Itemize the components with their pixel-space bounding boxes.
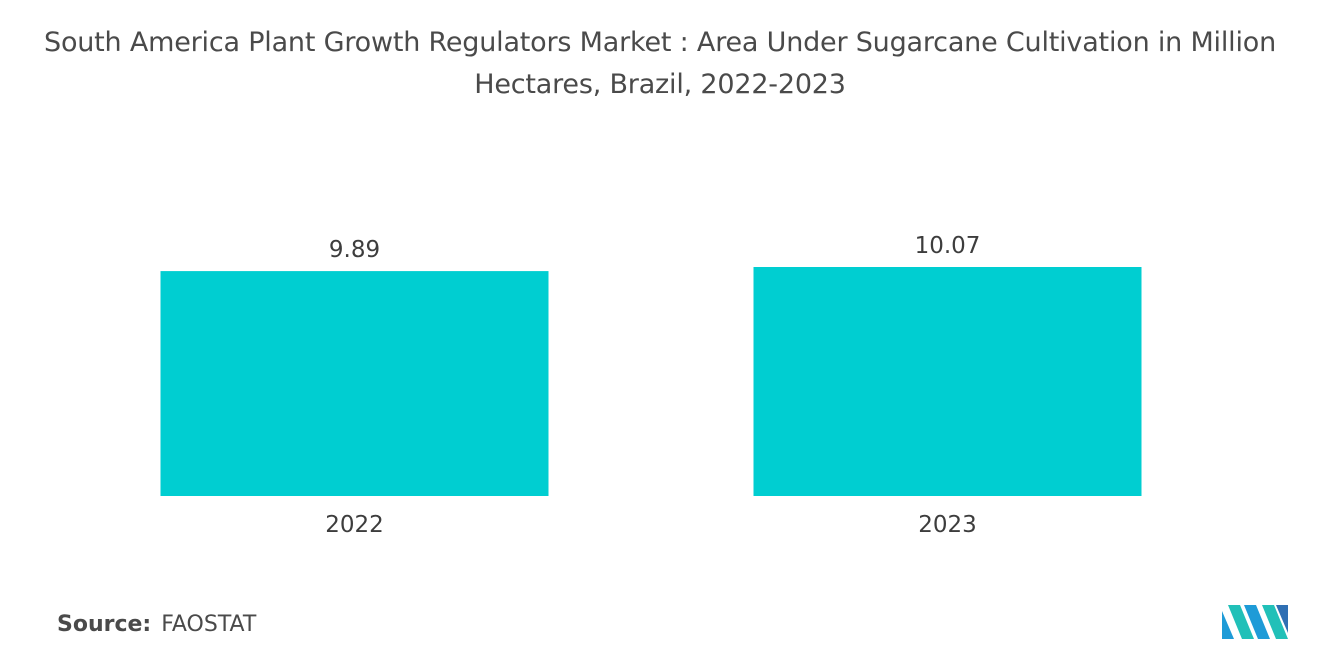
logo-stripe-1 (1222, 611, 1234, 639)
source-note: Source: FAOSTAT (57, 612, 256, 637)
logo-stripe-2 (1228, 605, 1254, 639)
x-tick-label-2023: 2023 (918, 512, 977, 538)
mordor-intelligence-logo-icon (1222, 605, 1288, 639)
chart-title: South America Plant Growth Regulators Ma… (0, 22, 1320, 106)
source-value: FAOSTAT (161, 612, 257, 637)
logo-stripe-5 (1276, 605, 1288, 633)
data-label-2022: 9.89 (329, 237, 380, 263)
bar-2023 (753, 267, 1142, 496)
chart-title-line-1: South America Plant Growth Regulators Ma… (44, 27, 1276, 58)
bar-2022 (160, 271, 549, 496)
data-label-2023: 10.07 (915, 233, 981, 259)
logo-stripe-4 (1262, 605, 1288, 639)
bar-chart: 9.89 2022 10.07 2023 (160, 233, 1142, 538)
chart-title-line-2: Hectares, Brazil, 2022-2023 (474, 69, 846, 100)
x-tick-label-2022: 2022 (325, 512, 384, 538)
logo-stripe-3 (1244, 605, 1270, 639)
source-label: Source: (57, 612, 152, 637)
